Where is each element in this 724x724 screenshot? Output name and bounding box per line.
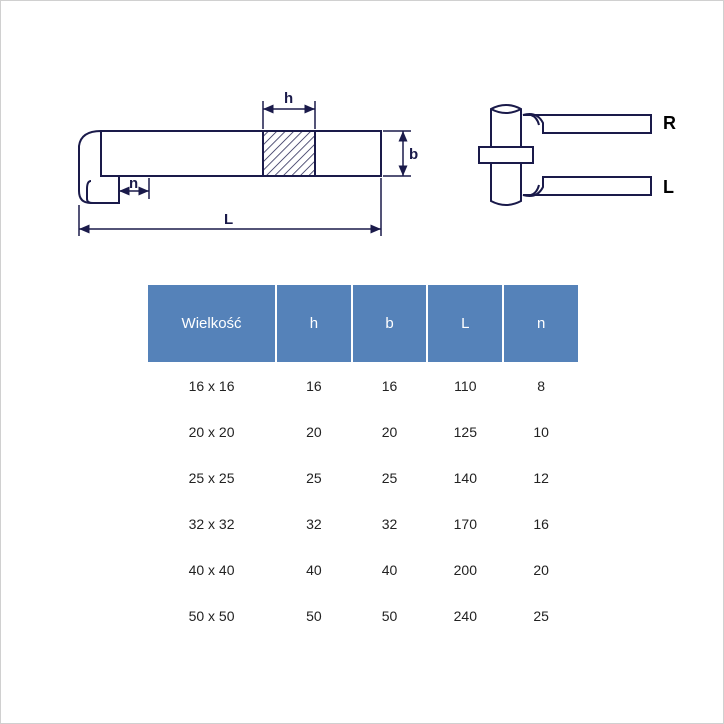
table-cell: 16 xyxy=(353,364,427,408)
table-cell: 12 xyxy=(504,456,578,500)
table-cell: 20 xyxy=(353,410,427,454)
table-cell: 20 xyxy=(277,410,351,454)
column-header: L xyxy=(428,285,502,362)
label-h: h xyxy=(284,90,293,107)
label-b: b xyxy=(409,146,418,163)
table-cell: 16 x 16 xyxy=(148,364,275,408)
technical-diagram: h b n L xyxy=(41,61,685,261)
table-row: 16 x 1616161108 xyxy=(148,364,578,408)
table-cell: 10 xyxy=(504,410,578,454)
table-cell: 25 xyxy=(277,456,351,500)
table-cell: 40 xyxy=(353,548,427,592)
table-cell: 25 xyxy=(353,456,427,500)
column-header: n xyxy=(504,285,578,362)
table-cell: 40 xyxy=(277,548,351,592)
table-row: 40 x 40404020020 xyxy=(148,548,578,592)
label-n: n xyxy=(129,175,138,192)
table-cell: 125 xyxy=(428,410,502,454)
side-view: h b n L xyxy=(79,90,418,236)
table-cell: 25 xyxy=(504,594,578,638)
table-cell: 170 xyxy=(428,502,502,546)
table-row: 20 x 20202012510 xyxy=(148,410,578,454)
column-header: b xyxy=(353,285,427,362)
table-cell: 240 xyxy=(428,594,502,638)
table-row: 50 x 50505024025 xyxy=(148,594,578,638)
table-row: 25 x 25252514012 xyxy=(148,456,578,500)
table-cell: 20 x 20 xyxy=(148,410,275,454)
table-cell: 16 xyxy=(504,502,578,546)
table-cell: 20 xyxy=(504,548,578,592)
table-row: 32 x 32323217016 xyxy=(148,502,578,546)
label-R: R xyxy=(663,113,676,133)
table-cell: 110 xyxy=(428,364,502,408)
table-cell: 40 x 40 xyxy=(148,548,275,592)
table-cell: 8 xyxy=(504,364,578,408)
column-header: h xyxy=(277,285,351,362)
table-cell: 50 xyxy=(277,594,351,638)
label-Lside: L xyxy=(663,177,674,197)
table-cell: 32 xyxy=(353,502,427,546)
table-cell: 50 xyxy=(353,594,427,638)
table-cell: 16 xyxy=(277,364,351,408)
table-cell: 32 xyxy=(277,502,351,546)
dimensions-table: WielkośćhbLn 16 x 161616110820 x 2020201… xyxy=(146,283,580,640)
label-L: L xyxy=(224,211,233,228)
table-cell: 32 x 32 xyxy=(148,502,275,546)
table-cell: 140 xyxy=(428,456,502,500)
column-header: Wielkość xyxy=(148,285,275,362)
table-cell: 50 x 50 xyxy=(148,594,275,638)
top-view: R L xyxy=(479,105,676,205)
table-cell: 25 x 25 xyxy=(148,456,275,500)
table-cell: 200 xyxy=(428,548,502,592)
